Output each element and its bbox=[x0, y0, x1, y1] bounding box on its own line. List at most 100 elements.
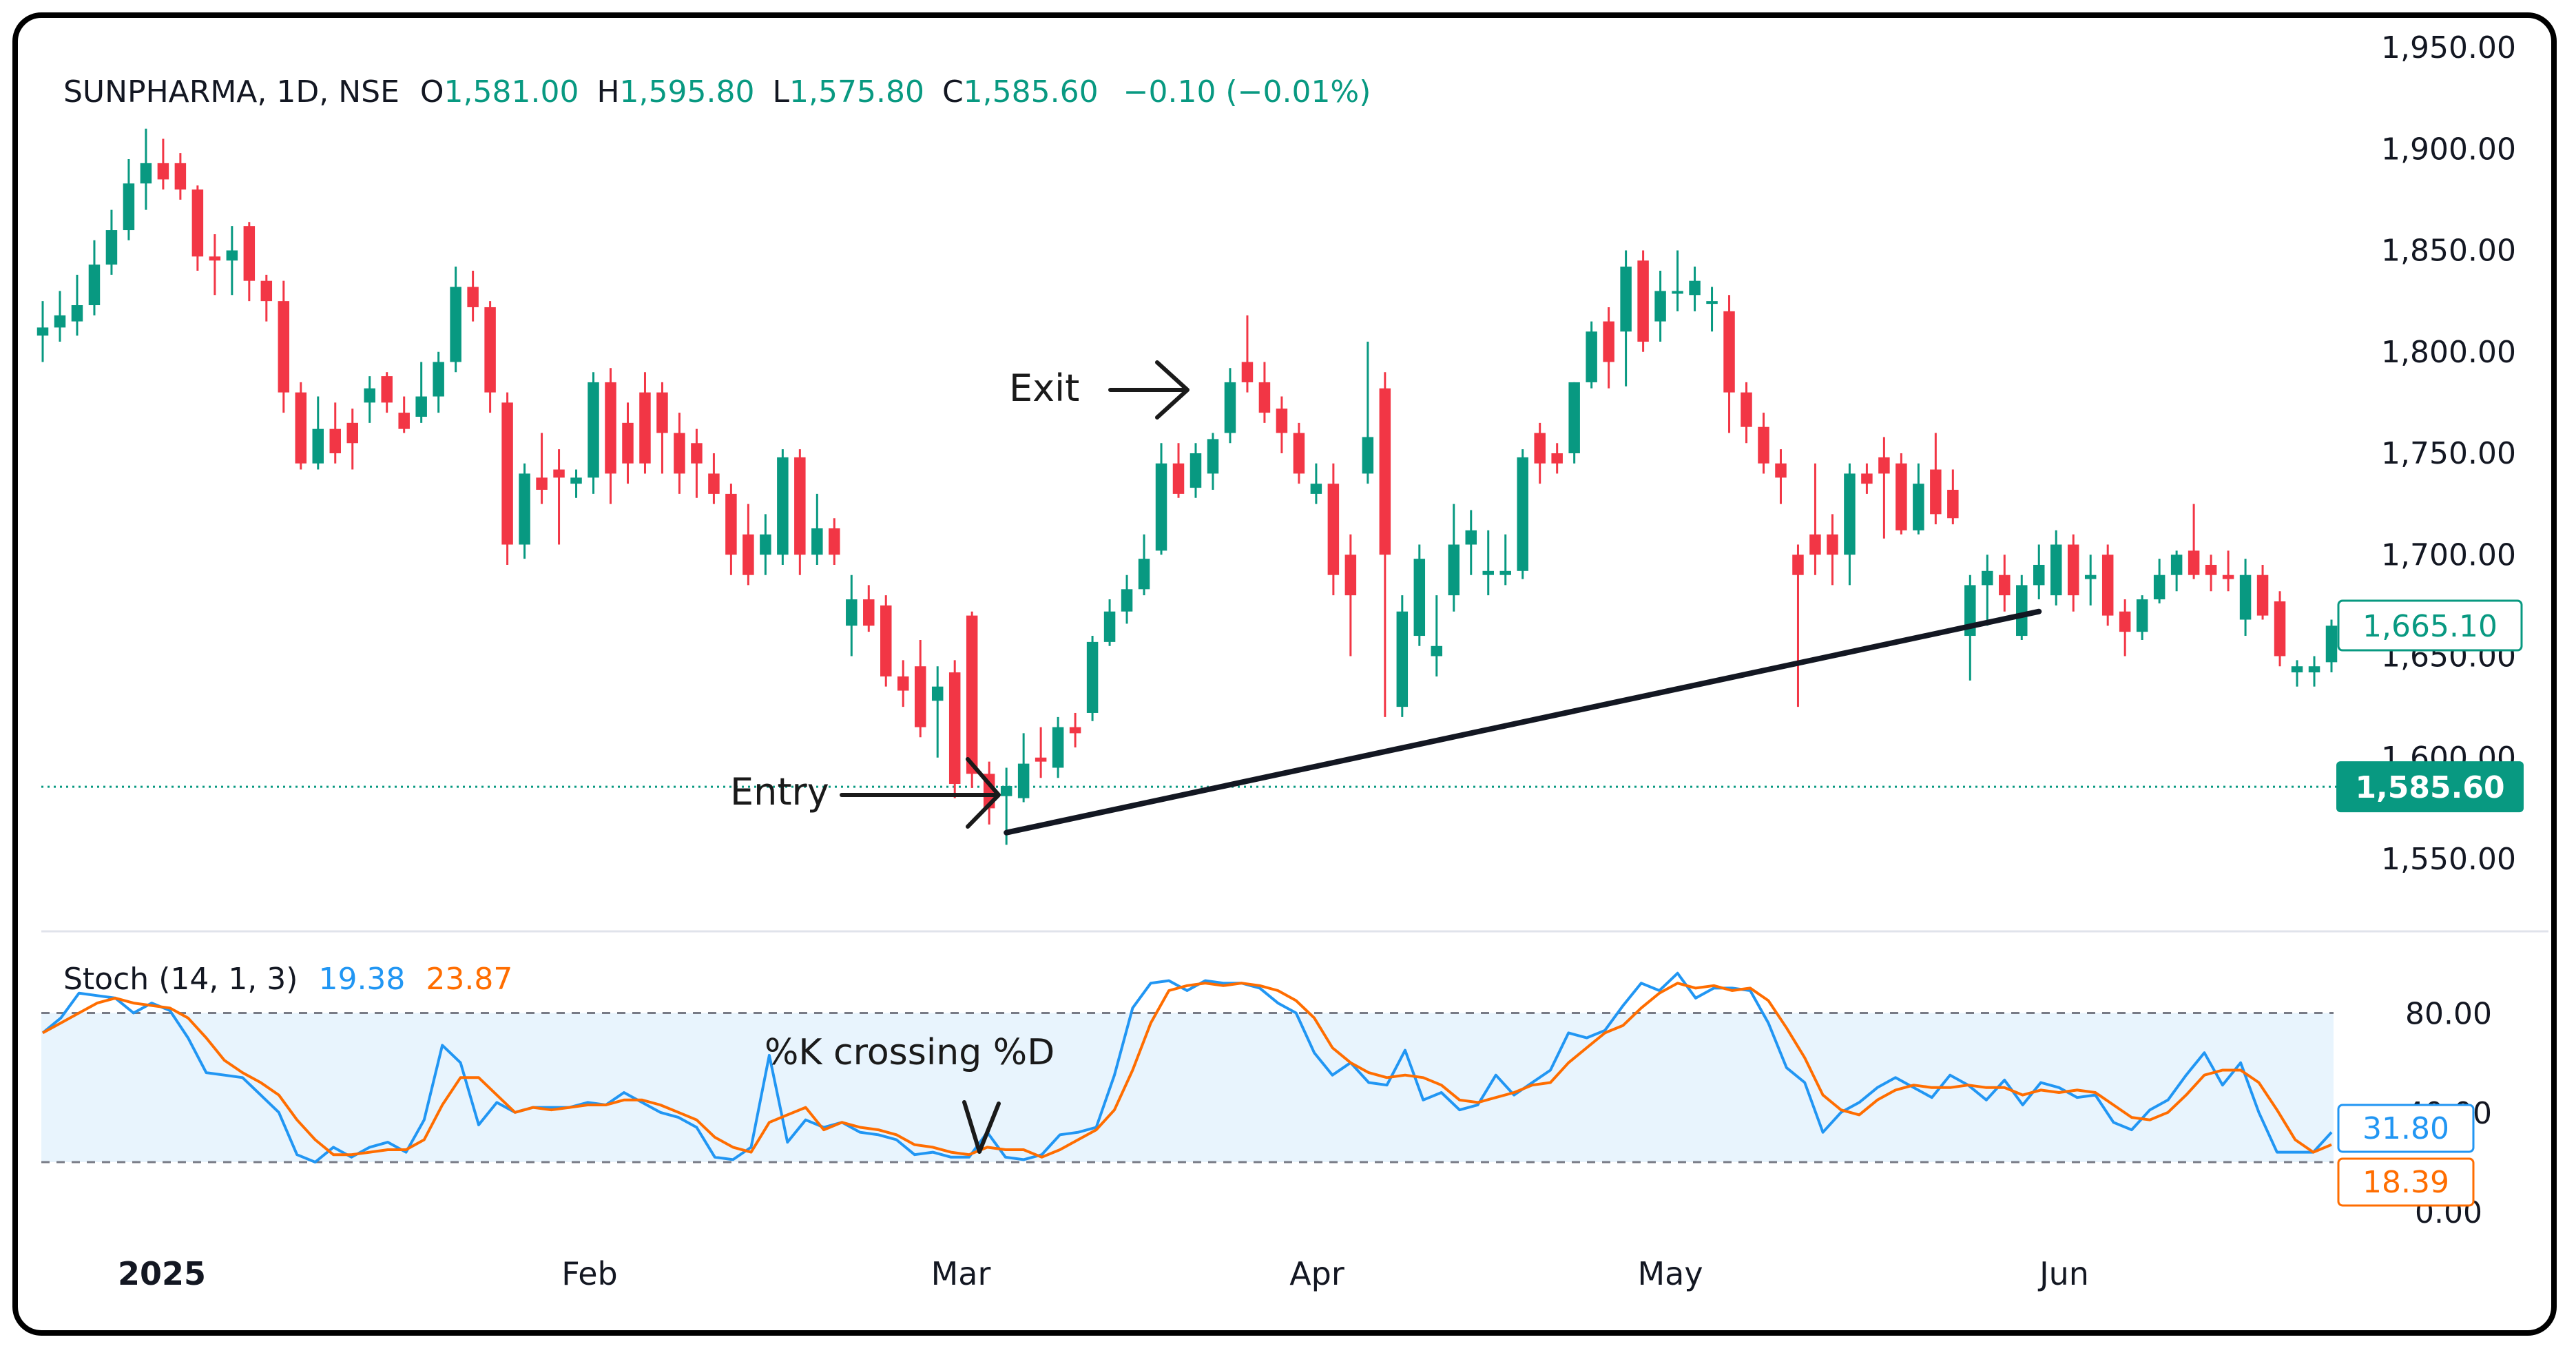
candle-body bbox=[1586, 331, 1597, 382]
candle bbox=[1861, 463, 1873, 494]
candle bbox=[1551, 443, 1563, 474]
time-axis[interactable]: 2025 Feb Mar Apr May Jun bbox=[118, 1255, 2089, 1292]
candle-body bbox=[1809, 534, 1821, 555]
candle-body bbox=[931, 686, 944, 701]
candle bbox=[777, 449, 789, 565]
price-axis: 1,550.001,600.001,650.001,700.001,750.00… bbox=[2381, 30, 2516, 877]
candle-body bbox=[1327, 484, 1340, 575]
candle bbox=[501, 392, 513, 565]
candle bbox=[725, 484, 737, 575]
candle-body bbox=[1620, 267, 1632, 332]
candle bbox=[1052, 716, 1064, 778]
price-tags: 1,665.10 1,585.60 bbox=[2336, 599, 2524, 813]
candle bbox=[553, 449, 565, 545]
candle-body bbox=[2033, 564, 2045, 586]
candle-body bbox=[1758, 426, 1769, 464]
candle-body bbox=[2222, 575, 2234, 579]
candle bbox=[157, 138, 169, 190]
candle-body bbox=[1121, 589, 1133, 612]
candle bbox=[674, 413, 685, 494]
candle bbox=[914, 639, 926, 738]
price-pane[interactable]: 1,550.001,600.001,650.001,700.001,750.00… bbox=[37, 30, 2524, 877]
candle-body bbox=[278, 301, 290, 393]
candle-body bbox=[2067, 544, 2079, 596]
candle bbox=[2153, 559, 2165, 603]
candle bbox=[260, 274, 273, 322]
candle bbox=[329, 402, 341, 464]
candle-body bbox=[846, 599, 858, 626]
candle bbox=[1017, 733, 1030, 803]
candle bbox=[1913, 463, 1924, 535]
candle bbox=[123, 158, 135, 240]
candle bbox=[880, 595, 892, 687]
support-trendline bbox=[1004, 608, 2042, 836]
candle-body bbox=[691, 443, 703, 464]
candle-body bbox=[484, 307, 496, 393]
stoch-k-line bbox=[41, 971, 2333, 1163]
candle-body bbox=[1086, 641, 1099, 713]
candle-body bbox=[1000, 785, 1012, 796]
candle bbox=[1844, 463, 1856, 586]
candle-body bbox=[1741, 392, 1752, 427]
candle bbox=[467, 270, 479, 322]
candle-body bbox=[54, 315, 66, 328]
high-value: 1,595.80 bbox=[620, 74, 755, 110]
candle-body bbox=[1637, 260, 1649, 342]
candle-body bbox=[1982, 570, 1993, 586]
candle-body bbox=[1258, 382, 1271, 413]
candle-body bbox=[226, 250, 238, 261]
candle bbox=[794, 449, 806, 575]
candle-body bbox=[1396, 611, 1409, 707]
candle-body bbox=[1534, 433, 1546, 464]
candle bbox=[2084, 555, 2097, 606]
candle-body bbox=[2188, 550, 2200, 575]
candle bbox=[1723, 295, 1735, 433]
candle-body bbox=[519, 473, 530, 545]
candle bbox=[1568, 382, 1580, 464]
candle-body bbox=[2274, 601, 2286, 656]
candle-body bbox=[794, 457, 806, 555]
candle-body bbox=[260, 280, 273, 302]
marker-price-tag-box bbox=[2337, 599, 2523, 652]
candle bbox=[1431, 595, 1443, 676]
candle-body bbox=[1172, 463, 1185, 494]
candle-body bbox=[2205, 564, 2217, 575]
candle-body bbox=[209, 256, 221, 261]
candle-body bbox=[570, 477, 582, 484]
candle bbox=[1172, 443, 1185, 498]
candle bbox=[2222, 550, 2234, 592]
candle bbox=[519, 463, 530, 559]
candle bbox=[1672, 250, 1683, 311]
stochastic-pane[interactable]: 80.0040.000.00 %K crossing %D 31.8018.39… bbox=[41, 962, 2492, 1230]
candle-body bbox=[605, 382, 616, 474]
candle bbox=[2067, 534, 2079, 612]
candle bbox=[1258, 362, 1271, 423]
candle-body bbox=[1913, 484, 1924, 530]
low-label: L bbox=[772, 74, 789, 110]
candle bbox=[588, 372, 599, 494]
candle-body bbox=[880, 605, 892, 676]
candle bbox=[605, 368, 616, 504]
candle bbox=[2256, 564, 2269, 620]
time-axis-label: May bbox=[1637, 1255, 1703, 1292]
candle bbox=[1878, 437, 1890, 539]
candle-body bbox=[364, 388, 375, 403]
time-axis-label: Jun bbox=[2037, 1255, 2089, 1292]
candle bbox=[1069, 712, 1081, 748]
candle-body bbox=[1792, 555, 1804, 575]
candle-body bbox=[1190, 453, 1202, 488]
candle bbox=[2136, 595, 2148, 640]
candle-body bbox=[312, 428, 324, 464]
candle bbox=[1809, 463, 1821, 575]
candle bbox=[1138, 534, 1150, 596]
candle-body bbox=[1465, 530, 1477, 545]
candle bbox=[1035, 727, 1047, 778]
candle bbox=[2033, 544, 2045, 600]
candle-body bbox=[1052, 727, 1064, 768]
candle bbox=[931, 666, 944, 758]
last-price-tag-box bbox=[2336, 761, 2524, 813]
stoch-k-tag: 31.80 bbox=[2362, 1111, 2449, 1146]
price-tick-label: 1,850.00 bbox=[2381, 234, 2516, 269]
